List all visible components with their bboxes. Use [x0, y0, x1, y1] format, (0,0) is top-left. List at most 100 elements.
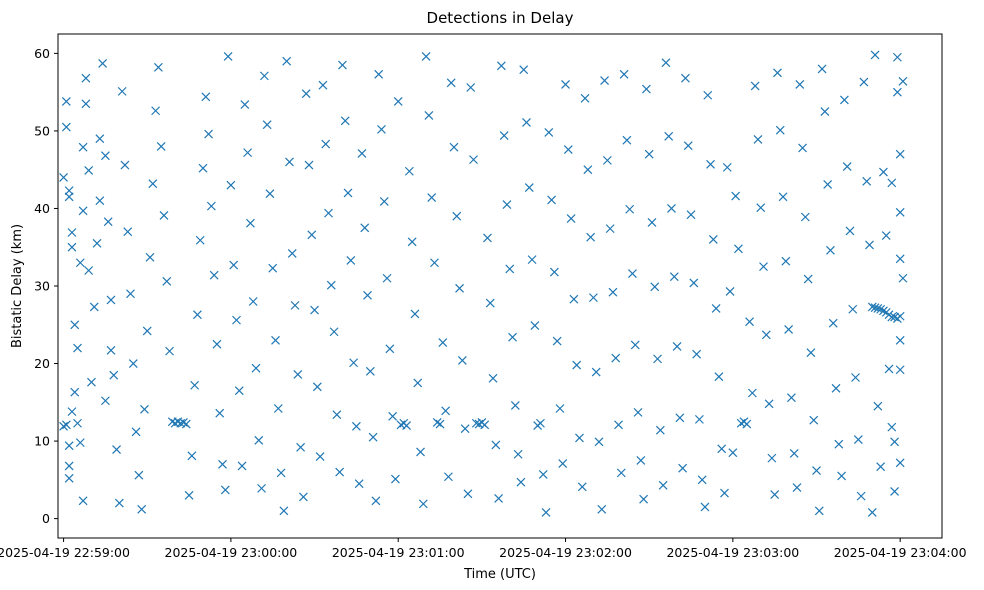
data-point	[248, 297, 258, 306]
data-point	[834, 439, 844, 449]
data-point	[686, 210, 696, 220]
data-point	[70, 320, 80, 330]
data-point	[64, 186, 74, 196]
data-point	[70, 387, 80, 397]
data-point	[385, 344, 395, 354]
data-point	[708, 235, 718, 244]
data-point	[887, 178, 897, 188]
data-point	[895, 365, 905, 375]
data-point	[773, 68, 782, 78]
data-point	[282, 56, 292, 66]
x-tick-label: 2025-04-19 23:03:00	[666, 545, 799, 560]
data-point	[510, 400, 520, 410]
data-point	[201, 92, 211, 102]
data-point	[494, 494, 504, 503]
data-point	[100, 151, 110, 161]
data-point	[616, 468, 626, 478]
data-point	[750, 81, 760, 91]
data-point	[279, 506, 289, 516]
data-point	[78, 206, 88, 216]
data-point	[466, 83, 476, 92]
data-point	[803, 274, 813, 284]
data-point	[881, 231, 891, 241]
data-point	[547, 195, 557, 205]
data-point	[655, 425, 665, 435]
data-point	[402, 421, 412, 430]
data-point	[452, 211, 462, 221]
y-tick-label: 10	[34, 434, 50, 449]
data-point	[775, 125, 785, 135]
data-point	[848, 304, 858, 314]
data-point	[153, 62, 163, 72]
data-point	[257, 483, 266, 493]
data-point	[867, 302, 877, 312]
data-point	[519, 65, 529, 75]
data-point	[109, 370, 119, 380]
y-tick-label: 0	[42, 511, 50, 526]
data-point	[379, 197, 389, 206]
data-point	[262, 120, 272, 130]
data-point	[237, 461, 247, 471]
data-point	[745, 317, 755, 327]
data-point	[223, 52, 233, 61]
data-point	[884, 364, 894, 374]
data-point	[483, 233, 492, 243]
data-point	[614, 420, 623, 430]
data-point	[538, 469, 548, 479]
data-point	[870, 50, 880, 60]
data-point	[839, 95, 849, 105]
data-point	[335, 467, 345, 477]
data-point	[761, 330, 771, 340]
plot-frame	[57, 33, 943, 539]
data-point	[393, 97, 403, 106]
data-point	[597, 504, 607, 514]
data-point	[106, 345, 116, 355]
x-tick-label: 2025-04-19 23:04:00	[834, 545, 967, 560]
data-point	[92, 238, 102, 248]
data-point	[611, 353, 621, 363]
data-point	[630, 340, 640, 350]
data-point	[697, 475, 707, 485]
data-point	[64, 441, 74, 451]
data-point	[625, 204, 635, 214]
data-point	[647, 217, 657, 227]
data-point	[558, 459, 568, 468]
data-point	[628, 269, 637, 279]
data-point	[95, 134, 105, 144]
data-point	[179, 418, 188, 427]
data-point	[862, 176, 872, 186]
data-point	[798, 143, 807, 153]
data-point	[767, 453, 777, 463]
data-point	[374, 69, 384, 79]
data-point	[193, 310, 202, 320]
data-point	[61, 97, 71, 106]
data-point	[229, 260, 239, 270]
data-point	[809, 415, 819, 425]
data-point	[856, 491, 866, 501]
data-point	[87, 377, 96, 387]
data-point	[469, 155, 478, 165]
x-tick-label: 2025-04-19 23:00:00	[165, 545, 298, 560]
data-point	[391, 474, 400, 484]
data-point	[800, 212, 810, 222]
data-point	[259, 71, 269, 81]
data-point	[457, 356, 467, 365]
data-point	[876, 304, 886, 314]
data-point	[424, 110, 434, 120]
data-point	[204, 129, 214, 139]
data-point	[692, 349, 702, 359]
data-point	[410, 309, 420, 319]
data-point	[817, 64, 827, 74]
data-point	[324, 208, 333, 218]
data-point	[530, 321, 540, 330]
data-point	[455, 283, 464, 293]
data-point	[759, 262, 768, 272]
data-point	[285, 157, 294, 167]
data-point	[449, 142, 459, 152]
data-point	[496, 61, 506, 71]
data-point	[254, 435, 264, 445]
data-point	[524, 183, 534, 192]
data-point	[67, 407, 77, 417]
data-point	[441, 406, 451, 416]
data-point	[243, 148, 253, 158]
